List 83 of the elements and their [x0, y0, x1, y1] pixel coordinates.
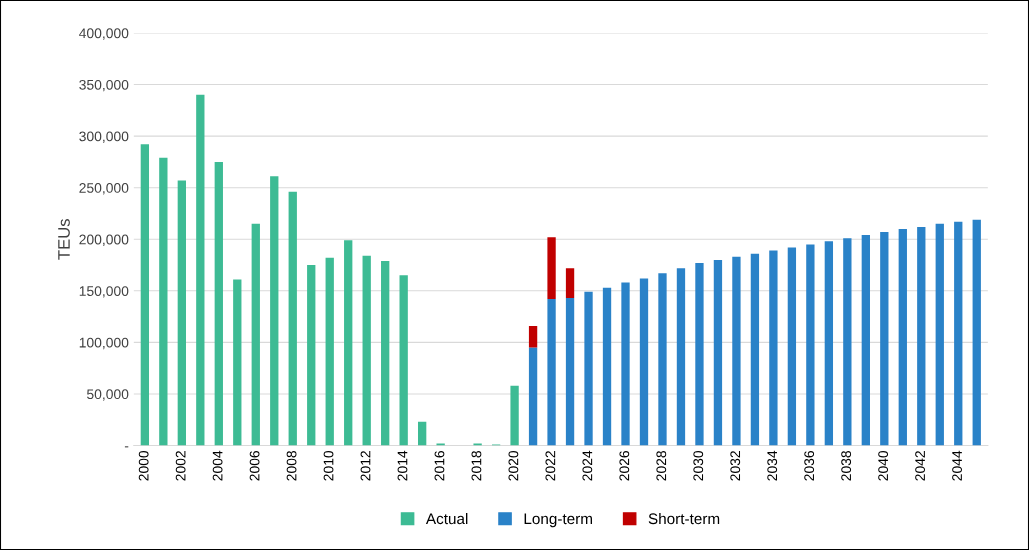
y-tick-label: 300,000 [79, 131, 129, 143]
x-tick-label: 2026 [619, 450, 630, 481]
bar [695, 262, 704, 446]
bar [806, 244, 815, 446]
y-tick-label: 350,000 [79, 79, 129, 92]
x-tick-label: 2030 [693, 450, 704, 481]
bar [381, 260, 390, 446]
bar [972, 219, 981, 446]
bar [639, 278, 649, 446]
bar [843, 238, 852, 446]
bar [214, 161, 223, 446]
bar [307, 265, 316, 446]
x-tick-label: 2006 [249, 450, 260, 481]
bar [362, 255, 371, 446]
bar [954, 221, 963, 446]
y-axis-title: TEUs [58, 219, 70, 260]
bar [418, 421, 427, 446]
bar [233, 279, 242, 446]
legend-label: Short-term [648, 512, 720, 525]
bar [436, 443, 445, 446]
bar [658, 273, 667, 446]
bar [547, 299, 556, 446]
x-tick-label: 2012 [360, 451, 371, 481]
x-tick-label: 2014 [397, 450, 408, 481]
bar [602, 287, 612, 446]
bar [917, 226, 926, 446]
bar [288, 191, 297, 446]
bar [547, 237, 556, 300]
bar [713, 259, 723, 446]
x-tick-label: 2032 [730, 451, 741, 481]
y-tick-label: 200,000 [79, 234, 129, 247]
y-tick-label: 100,000 [79, 337, 129, 350]
bar [473, 443, 482, 446]
bar [159, 157, 168, 446]
x-tick-label: 2002 [175, 451, 186, 481]
bar [196, 94, 205, 446]
bar [861, 235, 870, 446]
x-tick-label: 2010 [323, 450, 334, 481]
bar [935, 223, 944, 446]
y-tick-label: 250,000 [79, 183, 129, 195]
x-tick-label: 2042 [915, 451, 926, 481]
bar [787, 247, 797, 446]
bar [824, 241, 834, 446]
bar [565, 298, 575, 446]
bar [510, 385, 519, 446]
x-tick-label: 2044 [952, 450, 962, 481]
x-tick-label: 2028 [656, 450, 667, 481]
bar [621, 282, 630, 446]
x-tick-label: 2018 [471, 450, 482, 481]
x-tick-label: 2022 [545, 451, 556, 481]
bar [584, 291, 593, 446]
bar [732, 256, 741, 446]
bar [177, 180, 186, 446]
y-tick-label: 150,000 [79, 286, 129, 298]
y-tick-label: 400,000 [79, 28, 129, 40]
bar [880, 232, 889, 446]
x-tick-label: 2000 [138, 450, 149, 481]
x-tick-label: 2040 [878, 450, 889, 481]
x-tick-label: 2016 [434, 450, 445, 481]
bar [399, 275, 408, 446]
legend-label: Actual [425, 512, 468, 525]
bar [140, 144, 150, 446]
bar [344, 240, 353, 446]
bar [769, 250, 778, 446]
bar [528, 347, 538, 446]
bar [898, 228, 907, 446]
bar [325, 257, 334, 446]
legend-label: Long-term [524, 513, 592, 528]
x-tick-label: 2036 [804, 450, 815, 481]
x-tick-label: 2024 [582, 450, 593, 481]
x-tick-label: 2034 [767, 450, 778, 481]
bar [251, 223, 260, 446]
bar [750, 253, 760, 446]
bar [270, 176, 279, 446]
bar [676, 268, 686, 446]
x-tick-label: 2004 [212, 450, 223, 481]
bar [528, 325, 538, 348]
y-tick-label: 50,000 [86, 389, 129, 401]
bar [565, 268, 575, 299]
x-tick-label: 2038 [841, 450, 852, 481]
y-tick-label: - [124, 446, 129, 448]
x-tick-label: 2008 [286, 450, 297, 481]
x-tick-label: 2020 [508, 450, 519, 481]
